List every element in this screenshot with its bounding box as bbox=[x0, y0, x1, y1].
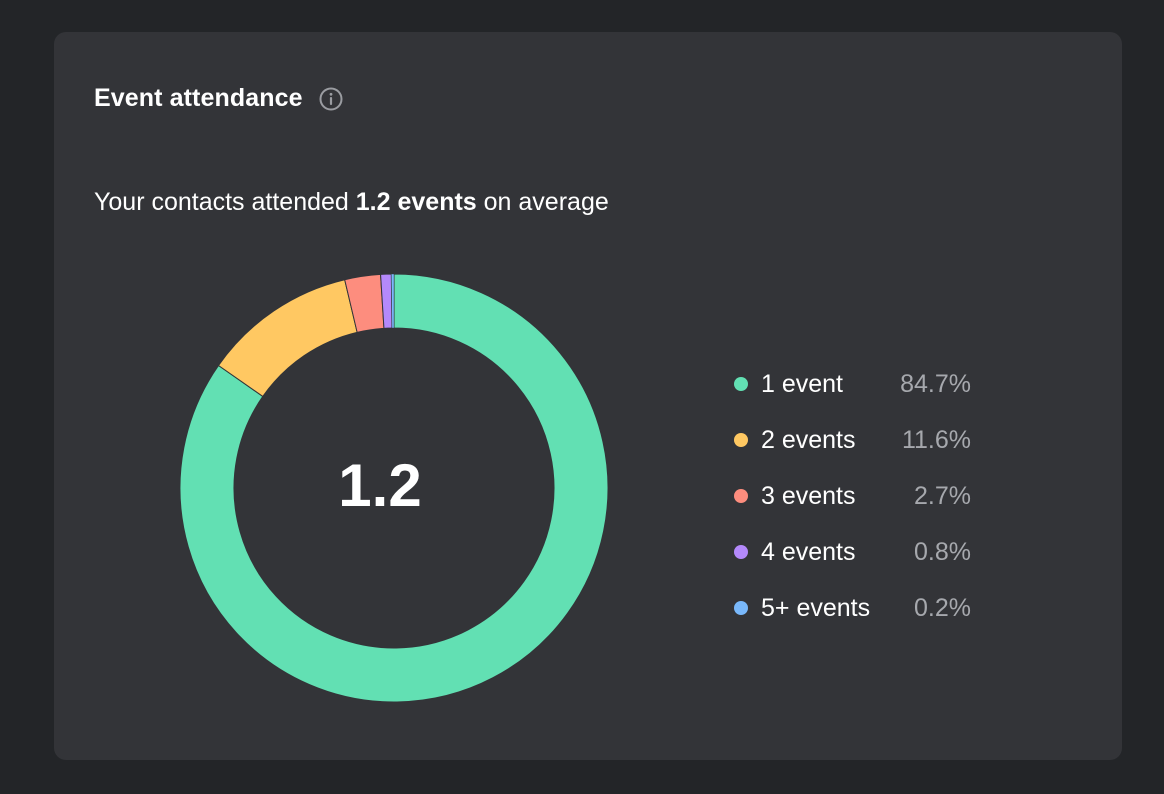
legend-dot-icon bbox=[734, 545, 748, 559]
legend-dot-icon bbox=[734, 489, 748, 503]
legend-percent: 0.8% bbox=[914, 537, 971, 566]
legend-percent: 2.7% bbox=[914, 481, 971, 510]
legend-dot-icon bbox=[734, 433, 748, 447]
legend-percent: 11.6% bbox=[901, 425, 971, 454]
legend-label: 5+ events bbox=[761, 593, 871, 622]
event-attendance-card: Event attendance Your contacts attended … bbox=[54, 32, 1122, 760]
legend-label: 2 events bbox=[761, 425, 856, 454]
card-header: Event attendance bbox=[94, 84, 344, 113]
legend-dot-icon bbox=[734, 377, 748, 391]
chart-legend: 1 event 84.7% 2 events 11.6% 3 events 2.7% 4 e… bbox=[734, 356, 971, 636]
legend-item[interactable]: 5+ events 0.2% bbox=[734, 580, 971, 636]
legend-dot-icon bbox=[734, 601, 748, 615]
average-summary: Your contacts attended 1.2 events on ave… bbox=[94, 188, 609, 217]
legend-label: 3 events bbox=[761, 481, 856, 510]
summary-prefix: Your contacts attended bbox=[94, 188, 356, 216]
legend-item[interactable]: 3 events 2.7% bbox=[734, 468, 971, 524]
info-icon[interactable] bbox=[318, 86, 344, 112]
summary-suffix: on average bbox=[476, 188, 609, 216]
donut-slice-1-event[interactable] bbox=[179, 273, 609, 703]
legend-percent: 0.2% bbox=[914, 593, 971, 622]
legend-item[interactable]: 2 events 11.6% bbox=[734, 412, 971, 468]
donut-slices bbox=[179, 273, 609, 703]
donut-slice-5plus-events[interactable] bbox=[391, 273, 395, 329]
donut-center-value: 1.2 bbox=[338, 452, 421, 519]
legend-item[interactable]: 4 events 0.8% bbox=[734, 524, 971, 580]
legend-label: 1 event bbox=[761, 369, 844, 398]
legend-label: 4 events bbox=[761, 537, 856, 566]
donut-chart: 1.2 bbox=[179, 273, 609, 703]
legend-item[interactable]: 1 event 84.7% bbox=[734, 356, 971, 412]
legend-percent: 84.7% bbox=[900, 369, 971, 398]
donut-slice-2-events[interactable] bbox=[217, 279, 358, 398]
summary-highlight: 1.2 events bbox=[355, 188, 477, 216]
card-title: Event attendance bbox=[94, 84, 303, 112]
